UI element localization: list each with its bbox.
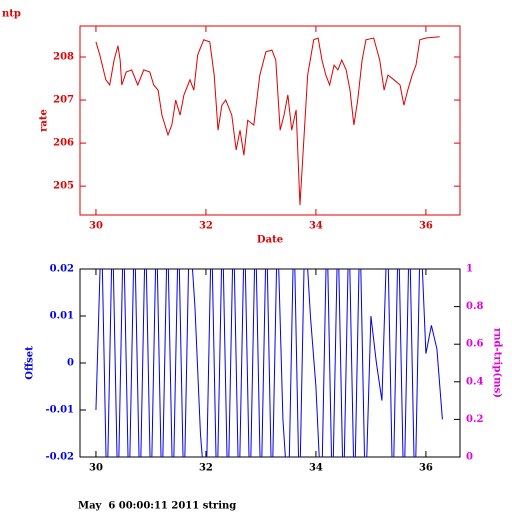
y-axis-label: rate bbox=[39, 109, 50, 132]
y-tick-label: 0.02 bbox=[50, 264, 74, 275]
data-line bbox=[95, 36, 440, 206]
y-tick-label: 208 bbox=[53, 51, 74, 62]
y-tick-label: 0.01 bbox=[50, 311, 74, 322]
x-tick-label: 32 bbox=[199, 221, 213, 232]
y2-tick-label: 0.6 bbox=[466, 339, 483, 350]
x-tick-label: 34 bbox=[309, 221, 323, 232]
x-tick-label: 36 bbox=[419, 463, 433, 474]
plot-frame bbox=[79, 25, 461, 216]
y2-tick-label: 0.4 bbox=[466, 376, 483, 387]
y-axis-label: Offset bbox=[25, 346, 36, 380]
footer: May 6 00:00:11 2011 string bbox=[78, 501, 236, 512]
y-tick-label: -0.02 bbox=[45, 452, 74, 463]
y2-tick-label: 0.8 bbox=[466, 301, 483, 312]
data-line bbox=[95, 269, 443, 457]
x-axis-label: Date bbox=[257, 235, 283, 246]
x-tick-label: 30 bbox=[89, 221, 103, 232]
y-tick-label: 206 bbox=[53, 138, 74, 149]
x-tick-label: 32 bbox=[199, 463, 213, 474]
y2-tick-label: 0.2 bbox=[466, 414, 483, 425]
y-tick-label: 207 bbox=[53, 95, 74, 106]
y-tick-label: 205 bbox=[53, 181, 74, 192]
x-tick-label: 36 bbox=[419, 221, 433, 232]
x-tick-label: 30 bbox=[89, 463, 103, 474]
y2-tick-label: 1 bbox=[466, 264, 473, 275]
y2-tick-label: 0 bbox=[466, 452, 473, 463]
x-tick-label: 34 bbox=[309, 463, 323, 474]
y2-axis-label: rnd-trip(ms) bbox=[492, 328, 503, 398]
y-tick-label: -0.01 bbox=[45, 405, 74, 416]
y-tick-label: 0 bbox=[67, 358, 74, 369]
chart-title: ntp bbox=[2, 9, 21, 20]
